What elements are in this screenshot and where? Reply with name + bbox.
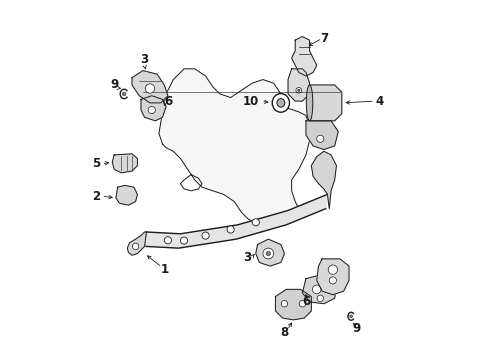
- Polygon shape: [116, 185, 137, 205]
- Polygon shape: [159, 69, 310, 223]
- Polygon shape: [302, 275, 337, 304]
- Text: 9: 9: [352, 322, 360, 335]
- Text: 3: 3: [141, 53, 148, 66]
- Circle shape: [180, 237, 188, 244]
- Text: 2: 2: [92, 190, 100, 203]
- Text: 10: 10: [242, 95, 259, 108]
- Circle shape: [146, 84, 155, 93]
- Polygon shape: [310, 85, 342, 121]
- Ellipse shape: [277, 99, 285, 107]
- Circle shape: [281, 301, 288, 307]
- Ellipse shape: [306, 85, 313, 121]
- Polygon shape: [306, 121, 338, 149]
- Polygon shape: [275, 289, 311, 320]
- Polygon shape: [145, 194, 327, 248]
- Circle shape: [266, 251, 270, 256]
- Circle shape: [329, 277, 337, 284]
- Circle shape: [298, 89, 300, 91]
- Circle shape: [227, 226, 234, 233]
- Circle shape: [164, 237, 171, 244]
- Text: 3: 3: [243, 251, 251, 264]
- Polygon shape: [256, 239, 285, 266]
- Polygon shape: [292, 37, 317, 76]
- Circle shape: [313, 285, 321, 294]
- Text: 7: 7: [320, 32, 328, 45]
- Polygon shape: [311, 151, 337, 209]
- Text: 4: 4: [375, 95, 384, 108]
- Text: 5: 5: [92, 157, 100, 170]
- Circle shape: [317, 135, 324, 142]
- Circle shape: [148, 107, 155, 114]
- Text: 8: 8: [280, 326, 289, 339]
- Polygon shape: [112, 154, 137, 173]
- Circle shape: [202, 232, 209, 239]
- Polygon shape: [132, 71, 168, 103]
- Text: 1: 1: [160, 263, 169, 276]
- Circle shape: [328, 265, 338, 274]
- Polygon shape: [141, 96, 166, 121]
- Circle shape: [252, 219, 259, 226]
- Polygon shape: [127, 232, 147, 255]
- Text: 9: 9: [110, 78, 118, 91]
- Polygon shape: [288, 69, 310, 101]
- Text: 6: 6: [164, 95, 172, 108]
- Circle shape: [299, 301, 306, 307]
- Text: 6: 6: [302, 296, 310, 309]
- Ellipse shape: [272, 94, 290, 112]
- Circle shape: [132, 243, 139, 249]
- Polygon shape: [317, 259, 349, 295]
- Circle shape: [350, 315, 353, 318]
- Circle shape: [122, 92, 126, 96]
- Circle shape: [296, 87, 302, 93]
- Circle shape: [317, 295, 323, 302]
- Circle shape: [263, 248, 274, 259]
